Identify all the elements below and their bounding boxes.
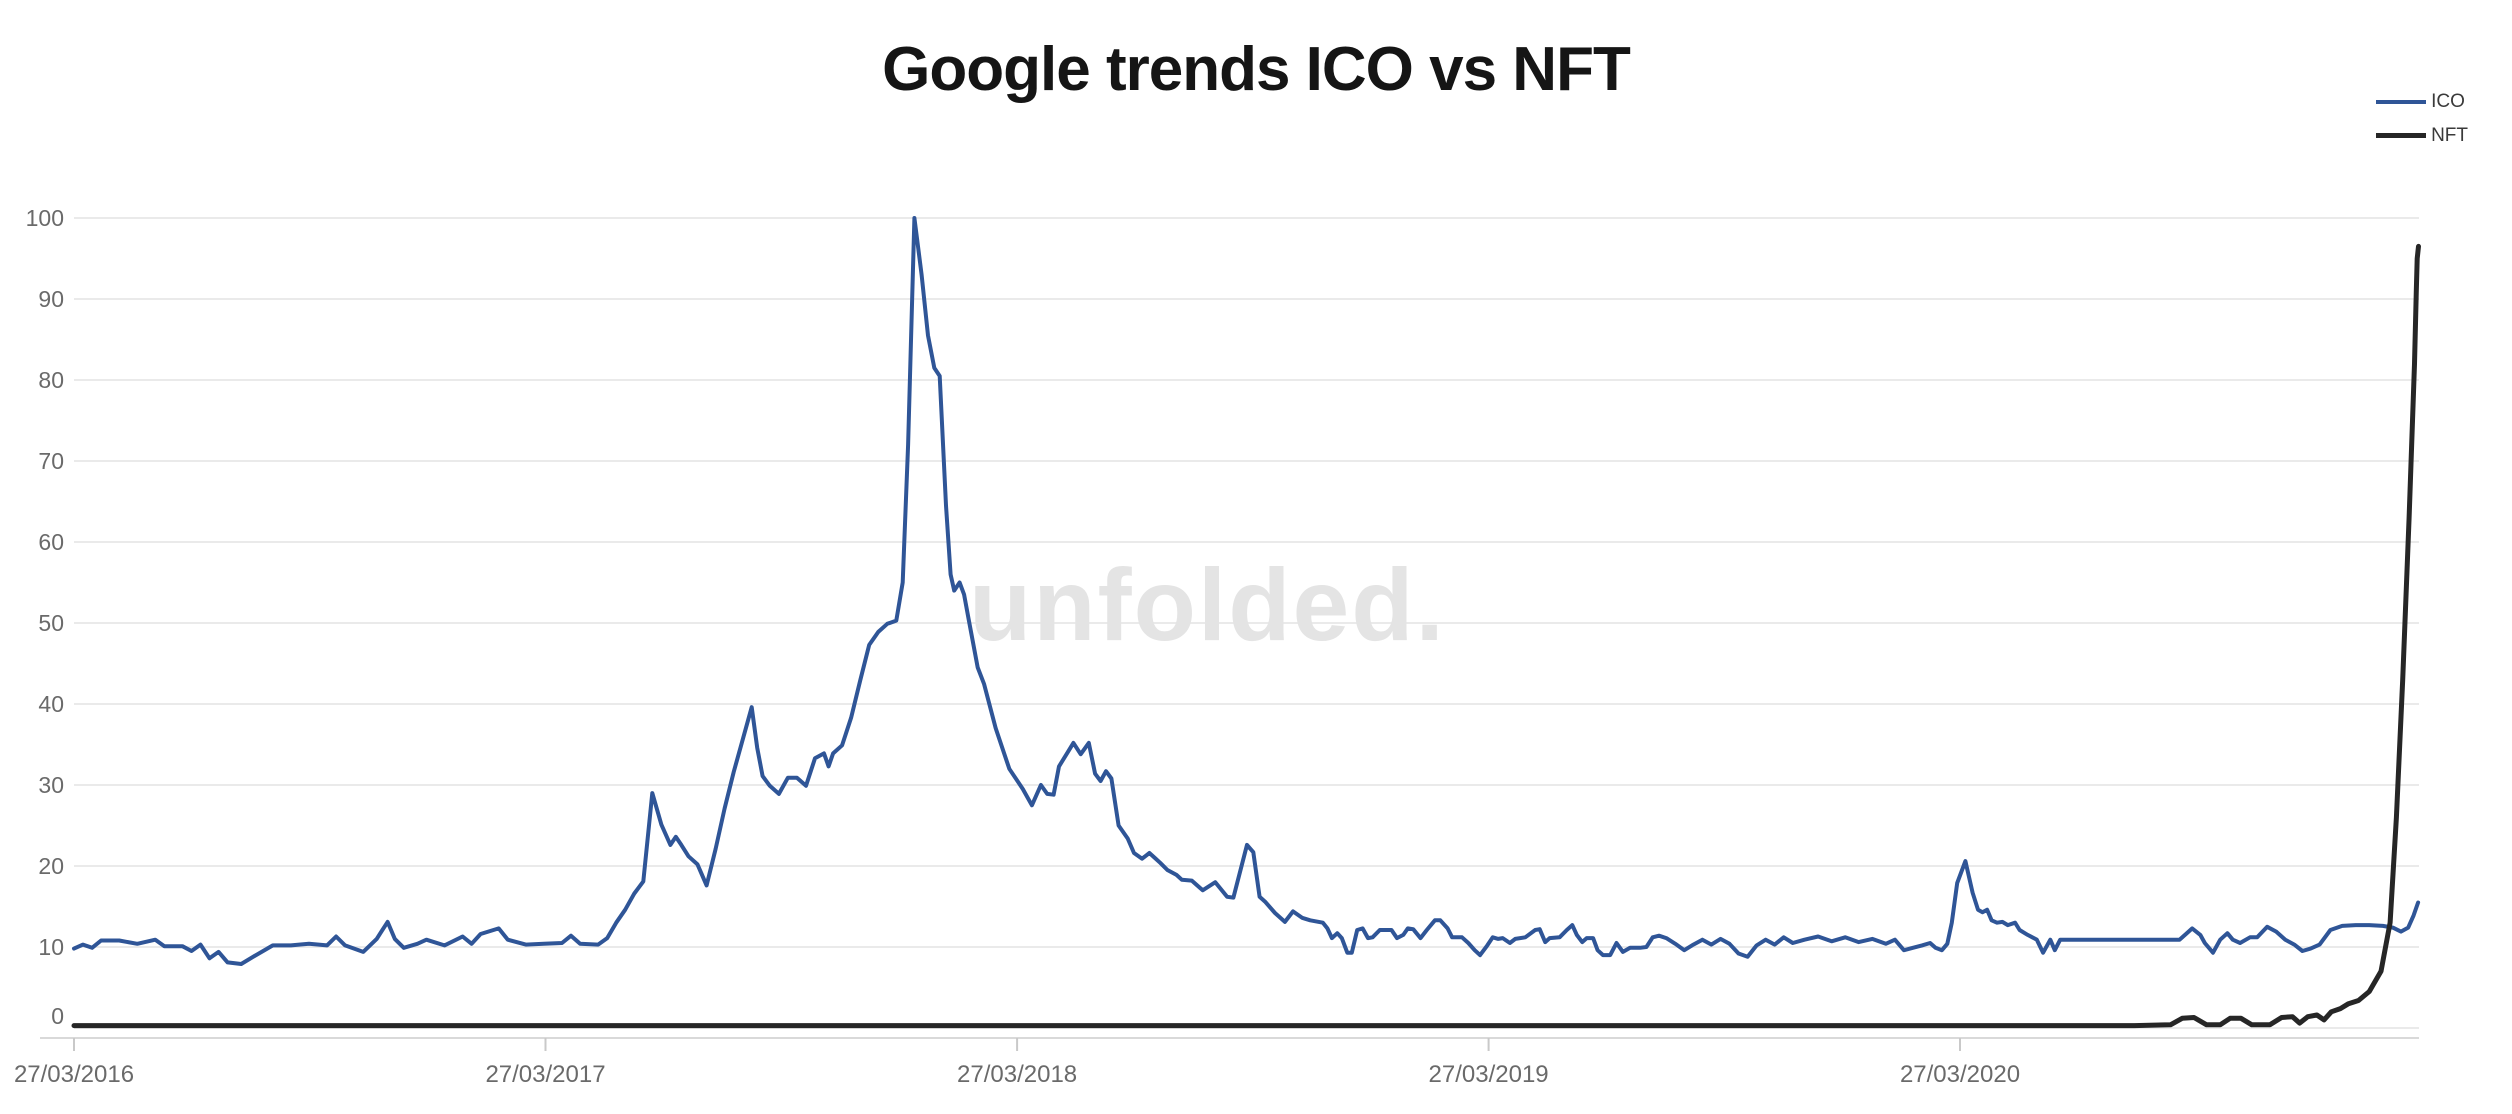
x-axis-label: 27/03/2019 <box>1429 1061 1549 1088</box>
y-axis-label: 0 <box>51 1003 64 1029</box>
y-axis-label: 100 <box>26 205 64 231</box>
chart-legend: ICO NFT <box>2376 92 2468 145</box>
chart-title: Google trends ICO vs NFT <box>882 35 1631 104</box>
y-axis-label: 60 <box>38 529 64 555</box>
legend-item-ico[interactable]: ICO <box>2376 92 2465 111</box>
x-axis-label: 27/03/2016 <box>14 1061 134 1088</box>
x-axis-label: 27/03/2020 <box>1900 1061 2020 1088</box>
y-axis-label: 10 <box>38 934 64 960</box>
x-axis-label: 27/03/2017 <box>485 1061 605 1088</box>
y-axis-label: 80 <box>38 367 64 393</box>
legend-line-sample-nft <box>2376 133 2427 138</box>
y-axis-label: 40 <box>38 691 64 717</box>
y-axis-label: 90 <box>38 286 64 312</box>
legend-item-nft[interactable]: NFT <box>2376 126 2468 145</box>
y-axis-label: 30 <box>38 772 64 798</box>
series-line-ico <box>72 216 2421 966</box>
series-lines <box>71 216 2421 1029</box>
x-axis-label: 27/03/2018 <box>957 1061 1077 1088</box>
series-line-nft <box>71 243 2421 1029</box>
legend-label-ico: ICO <box>2431 91 2465 112</box>
legend-label-nft: NFT <box>2431 125 2468 146</box>
y-axis-label: 20 <box>38 853 64 879</box>
legend-line-sample-ico <box>2376 99 2427 104</box>
y-axis-label: 70 <box>38 448 64 474</box>
grid-and-axes: 0 10 20 30 40 50 60 70 80 90 100 27/03/2016 27/03/20… <box>14 205 2419 1088</box>
y-axis-label: 50 <box>38 610 64 636</box>
watermark-text: unfolded. <box>969 548 1446 662</box>
